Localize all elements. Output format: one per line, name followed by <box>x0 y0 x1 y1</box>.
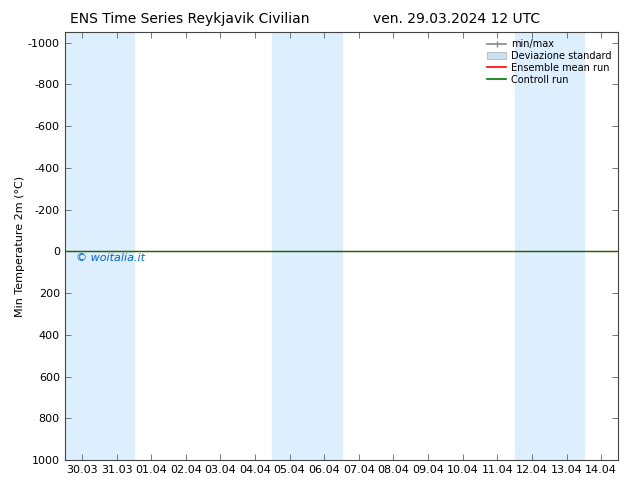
Bar <box>65 32 134 460</box>
Bar <box>273 32 342 460</box>
Y-axis label: Min Temperature 2m (°C): Min Temperature 2m (°C) <box>15 175 25 317</box>
Legend: min/max, Deviazione standard, Ensemble mean run, Controll run: min/max, Deviazione standard, Ensemble m… <box>485 37 614 87</box>
Text: © woitalia.it: © woitalia.it <box>75 252 145 263</box>
Bar <box>515 32 584 460</box>
Text: ven. 29.03.2024 12 UTC: ven. 29.03.2024 12 UTC <box>373 12 540 26</box>
Text: ENS Time Series Reykjavik Civilian: ENS Time Series Reykjavik Civilian <box>70 12 310 26</box>
